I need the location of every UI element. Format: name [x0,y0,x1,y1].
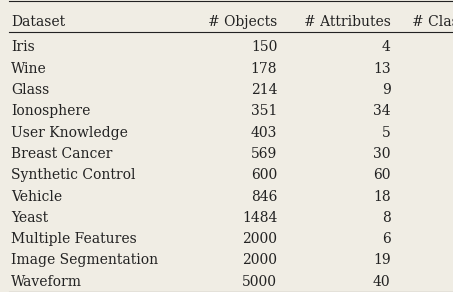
Text: Ionosphere: Ionosphere [11,104,91,118]
Text: 4: 4 [381,40,390,54]
Text: 846: 846 [251,190,277,204]
Text: 60: 60 [373,168,390,182]
Text: # Attributes: # Attributes [304,15,390,29]
Text: 13: 13 [373,62,390,76]
Text: Dataset: Dataset [11,15,65,29]
Text: 214: 214 [251,83,277,97]
Text: Iris: Iris [11,40,35,54]
Text: Wine: Wine [11,62,47,76]
Text: 40: 40 [373,275,390,289]
Text: 569: 569 [251,147,277,161]
Text: 5000: 5000 [242,275,277,289]
Text: 600: 600 [251,168,277,182]
Text: 150: 150 [251,40,277,54]
Text: # Objects: # Objects [208,15,277,29]
Text: 2000: 2000 [242,253,277,267]
Text: 19: 19 [373,253,390,267]
Text: 5: 5 [382,126,390,140]
Text: Yeast: Yeast [11,211,48,225]
Text: 403: 403 [251,126,277,140]
Text: 18: 18 [373,190,390,204]
Text: 30: 30 [373,147,390,161]
Text: 34: 34 [373,104,390,118]
Text: 6: 6 [382,232,390,246]
Text: Glass: Glass [11,83,49,97]
Text: 9: 9 [382,83,390,97]
Text: 351: 351 [251,104,277,118]
Text: 178: 178 [251,62,277,76]
Text: # Classes: # Classes [412,15,453,29]
Text: Synthetic Control: Synthetic Control [11,168,136,182]
Text: 8: 8 [382,211,390,225]
Text: Waveform: Waveform [11,275,82,289]
Text: 1484: 1484 [242,211,277,225]
Text: Multiple Features: Multiple Features [11,232,137,246]
Text: User Knowledge: User Knowledge [11,126,128,140]
Text: Image Segmentation: Image Segmentation [11,253,159,267]
Text: Breast Cancer: Breast Cancer [11,147,113,161]
Text: Vehicle: Vehicle [11,190,63,204]
Text: 2000: 2000 [242,232,277,246]
